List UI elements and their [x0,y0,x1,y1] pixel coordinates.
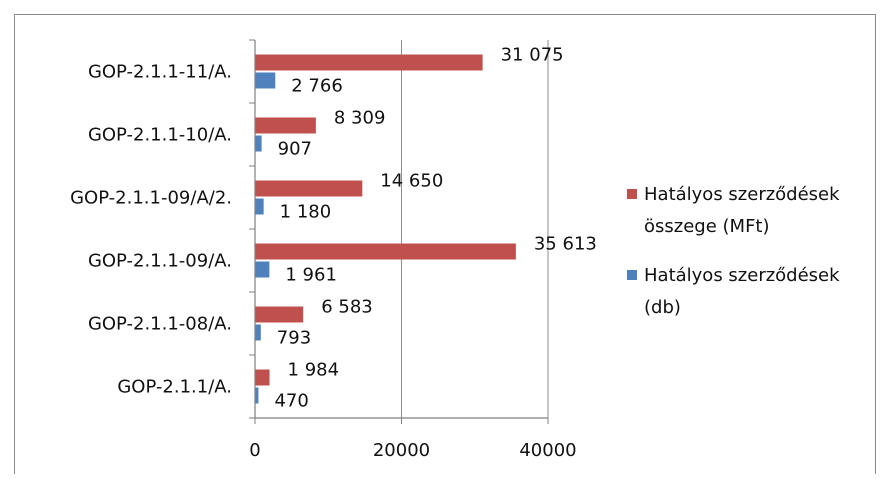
y-tick-labels: GOP-2.1.1-11/A. GOP-2.1.1-10/A. GOP-2.1.1-… [70,62,232,398]
bar-amount [255,117,316,134]
data-label-count: 1 961 [285,265,337,286]
data-label-amount: 6 583 [321,297,373,318]
bar-count [255,198,264,215]
data-label-count: 1 180 [280,202,332,223]
y-tick-label: GOP-2.1.1/A. [117,377,232,398]
data-label-amount: 35 613 [534,234,597,255]
legend-swatch [627,189,637,199]
bar-count [255,135,262,152]
data-label-amount: 14 650 [380,171,443,192]
axes [249,39,549,424]
bar-count [255,261,270,278]
bar-amount [255,306,304,323]
legend-label: Hatályos szerződések [644,265,840,286]
bar-count [255,324,261,341]
x-tick-label: 0 [249,440,260,461]
y-tick-label: GOP-2.1.1-09/A/2. [70,188,232,209]
data-label-count: 793 [277,328,311,349]
bars [255,54,516,404]
gridlines [401,40,549,418]
chart-frame [14,14,876,474]
y-tick-label: GOP-2.1.1-11/A. [88,62,232,83]
bar-count [255,387,259,404]
y-tick-label: GOP-2.1.1-10/A. [88,125,232,146]
data-label-amount: 8 309 [334,108,386,129]
legend-label: összege (MFt) [644,216,770,237]
data-label-count: 2 766 [291,76,343,97]
data-label-amount: 1 984 [288,360,340,381]
x-tick-labels: 0 20000 40000 [249,440,576,461]
bar-amount [255,180,363,197]
bar-count [255,72,276,89]
y-tick-label: GOP-2.1.1-08/A. [88,314,232,335]
bar-amount [255,54,483,71]
legend-label: (db) [644,297,681,318]
bar-amount [255,369,270,386]
legend-swatch [627,270,637,280]
data-label-count: 470 [274,391,308,412]
y-tick-label: GOP-2.1.1-09/A. [88,251,232,272]
x-tick-label: 40000 [519,440,576,461]
data-label-amount: 31 075 [501,45,564,66]
legend: Hatályos szerződések összege (MFt) Hatályo… [627,184,840,318]
x-tick-label: 20000 [373,440,430,461]
data-label-count: 907 [278,139,312,160]
legend-label: Hatályos szerződések [644,184,840,205]
bar-amount [255,243,516,260]
data-labels: 31 075 2 766 8 309 907 14 650 1 180 35 613 1 96… [274,45,596,412]
